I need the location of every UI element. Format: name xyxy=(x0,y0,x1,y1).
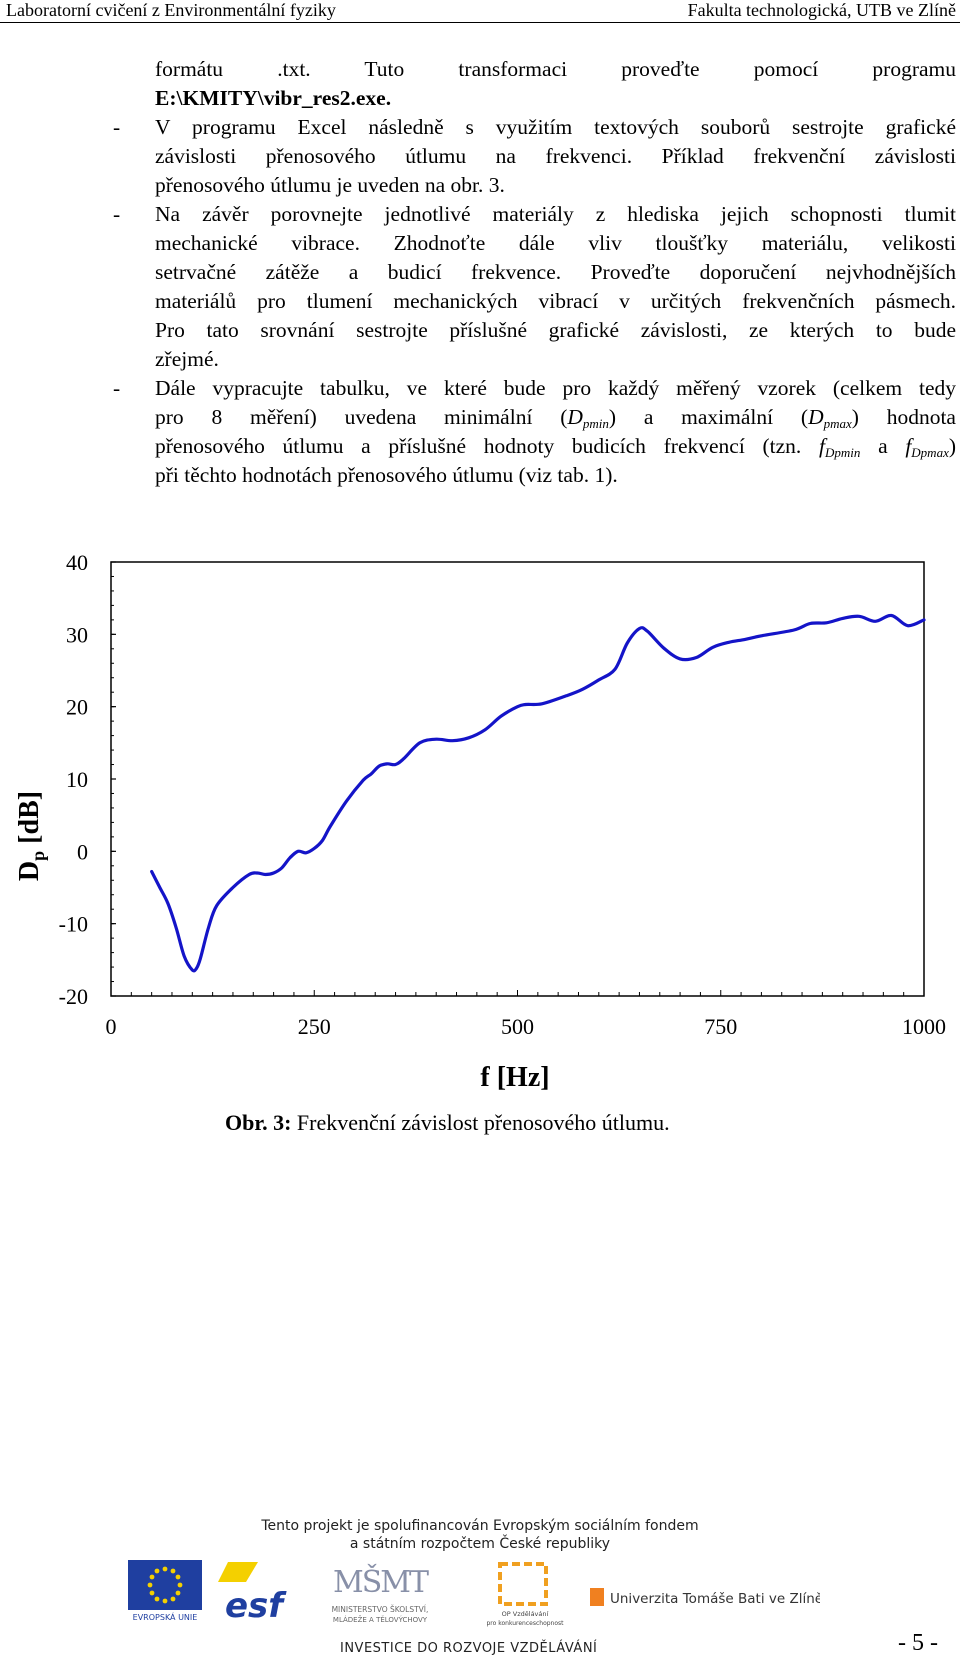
x-tick-label: 750 xyxy=(704,1014,737,1039)
caption-label: Obr. 3: xyxy=(225,1110,292,1135)
y-tick-label: 30 xyxy=(66,622,88,647)
text-line: - Dále vypracujte tabulku, ve které bude … xyxy=(113,374,956,403)
msmt-line2: MLÁDEŽE A TĚLOVÝCHOVY xyxy=(333,1615,428,1624)
footer-logos: EVROPSKÁ UNIE esf MŠMT MINISTERSTVO ŠKOL… xyxy=(120,1560,823,1630)
y-axis-title: Dp [dB] xyxy=(14,791,48,881)
instructions-text: formátu .txt. Tuto transformaci proveďte… xyxy=(113,55,956,490)
text-line: setrvačné zátěže a budicí frekvence. Pro… xyxy=(155,260,956,284)
list-dash: - xyxy=(113,376,121,400)
list-dash: - xyxy=(113,202,121,226)
header-faculty: Fakulta technologická, UTB ve Zlíně xyxy=(687,0,956,20)
series-line xyxy=(150,613,926,973)
y-tick-label: 10 xyxy=(66,767,88,792)
eu-flag-logo xyxy=(128,1560,202,1610)
y-tick-label: -20 xyxy=(59,984,88,1009)
list-dash: - xyxy=(113,115,121,139)
op-line2: pro konkurenceschopnost xyxy=(486,1620,564,1627)
esf-logo: esf xyxy=(218,1562,290,1626)
y-tick-label: 20 xyxy=(66,695,88,720)
x-tick-label: 0 xyxy=(106,1014,117,1039)
text-line: závislosti přenosového útlumu na frekven… xyxy=(155,144,956,168)
funding-statement: Tento projekt je spolufinancován Evropsk… xyxy=(261,1518,699,1552)
text-line: formátu .txt. Tuto transformaci proveďte… xyxy=(155,57,956,81)
x-axis-title: f [Hz] xyxy=(480,1062,549,1093)
text-line: zřejmé. xyxy=(155,347,219,371)
y-axis-symbol: D xyxy=(14,861,45,881)
x-tick-label: 1000 xyxy=(902,1014,946,1039)
text-line: mechanické vibrace. Zhodnoťte dále vliv … xyxy=(155,231,956,255)
frequency-response-chart: 40 30 20 10 0 -10 -20 0 250 500 750 1000 Dp [dB] f… xyxy=(14,550,946,1093)
text-line: materiálů pro tlumení mechanických vibra… xyxy=(155,289,956,313)
text-line: pro 8 měření) uvedena minimální (Dpmin) … xyxy=(155,405,956,431)
page-number: - 5 - xyxy=(898,1630,938,1656)
y-axis-subscript: p xyxy=(28,851,48,861)
figure-caption: Obr. 3: Frekvenční závislost přenosového… xyxy=(225,1110,670,1136)
text-line: -V programu Excel následně s využitím te… xyxy=(113,113,956,142)
op-line1: OP Vzdělávání xyxy=(502,1610,549,1618)
svg-text:MŠMT: MŠMT xyxy=(333,1564,429,1600)
text-line: při těchto hodnotách přenosového útlumu … xyxy=(155,463,618,487)
msmt-logo: MŠMT MINISTERSTVO ŠKOLSTVÍ, MLÁDEŽE A TĚ… xyxy=(315,1560,445,1630)
utb-name: Univerzita Tomáše Bati ve Zlíně xyxy=(610,1591,820,1607)
utb-logo: Univerzita Tomáše Bati ve Zlíně xyxy=(590,1582,823,1612)
svg-text:esf: esf xyxy=(225,1586,287,1622)
y-tick-label: -10 xyxy=(59,912,88,937)
text-line: Pro tato srovnání sestrojte příslušné gr… xyxy=(155,318,956,342)
page-header: Laboratorní cvičení z Environmentální fy… xyxy=(0,0,960,23)
y-tick-label: 0 xyxy=(77,839,88,864)
x-tick-label: 250 xyxy=(298,1014,331,1039)
text-line: - Na závěr porovnejte jednotlivé materiál… xyxy=(113,200,956,229)
svg-text:Dp [dB]: Dp [dB] xyxy=(14,791,48,881)
x-tick-label: 500 xyxy=(501,1014,534,1039)
y-axis-unit: [dB] xyxy=(14,791,45,851)
text-line: přenosového útlumu je uveden na obr. 3. xyxy=(155,173,505,197)
op-logo: OP Vzdělávání pro konkurenceschopnost xyxy=(480,1560,570,1630)
y-tick-label: 40 xyxy=(66,550,88,575)
eu-label: EVROPSKÁ UNIE xyxy=(132,1613,198,1622)
msmt-line1: MINISTERSTVO ŠKOLSTVÍ, xyxy=(332,1605,429,1614)
header-course-title: Laboratorní cvičení z Environmentální fy… xyxy=(6,0,336,20)
caption-text: Frekvenční závislost přenosového útlumu. xyxy=(291,1110,670,1135)
program-path: E:\KMITY\vibr_res2.exe. xyxy=(155,86,392,110)
text-line: přenosového útlumu a příslušné hodnoty b… xyxy=(155,434,957,460)
investice-slogan: INVESTICE DO ROZVOJE VZDĚLÁVÁNÍ xyxy=(340,1641,598,1656)
